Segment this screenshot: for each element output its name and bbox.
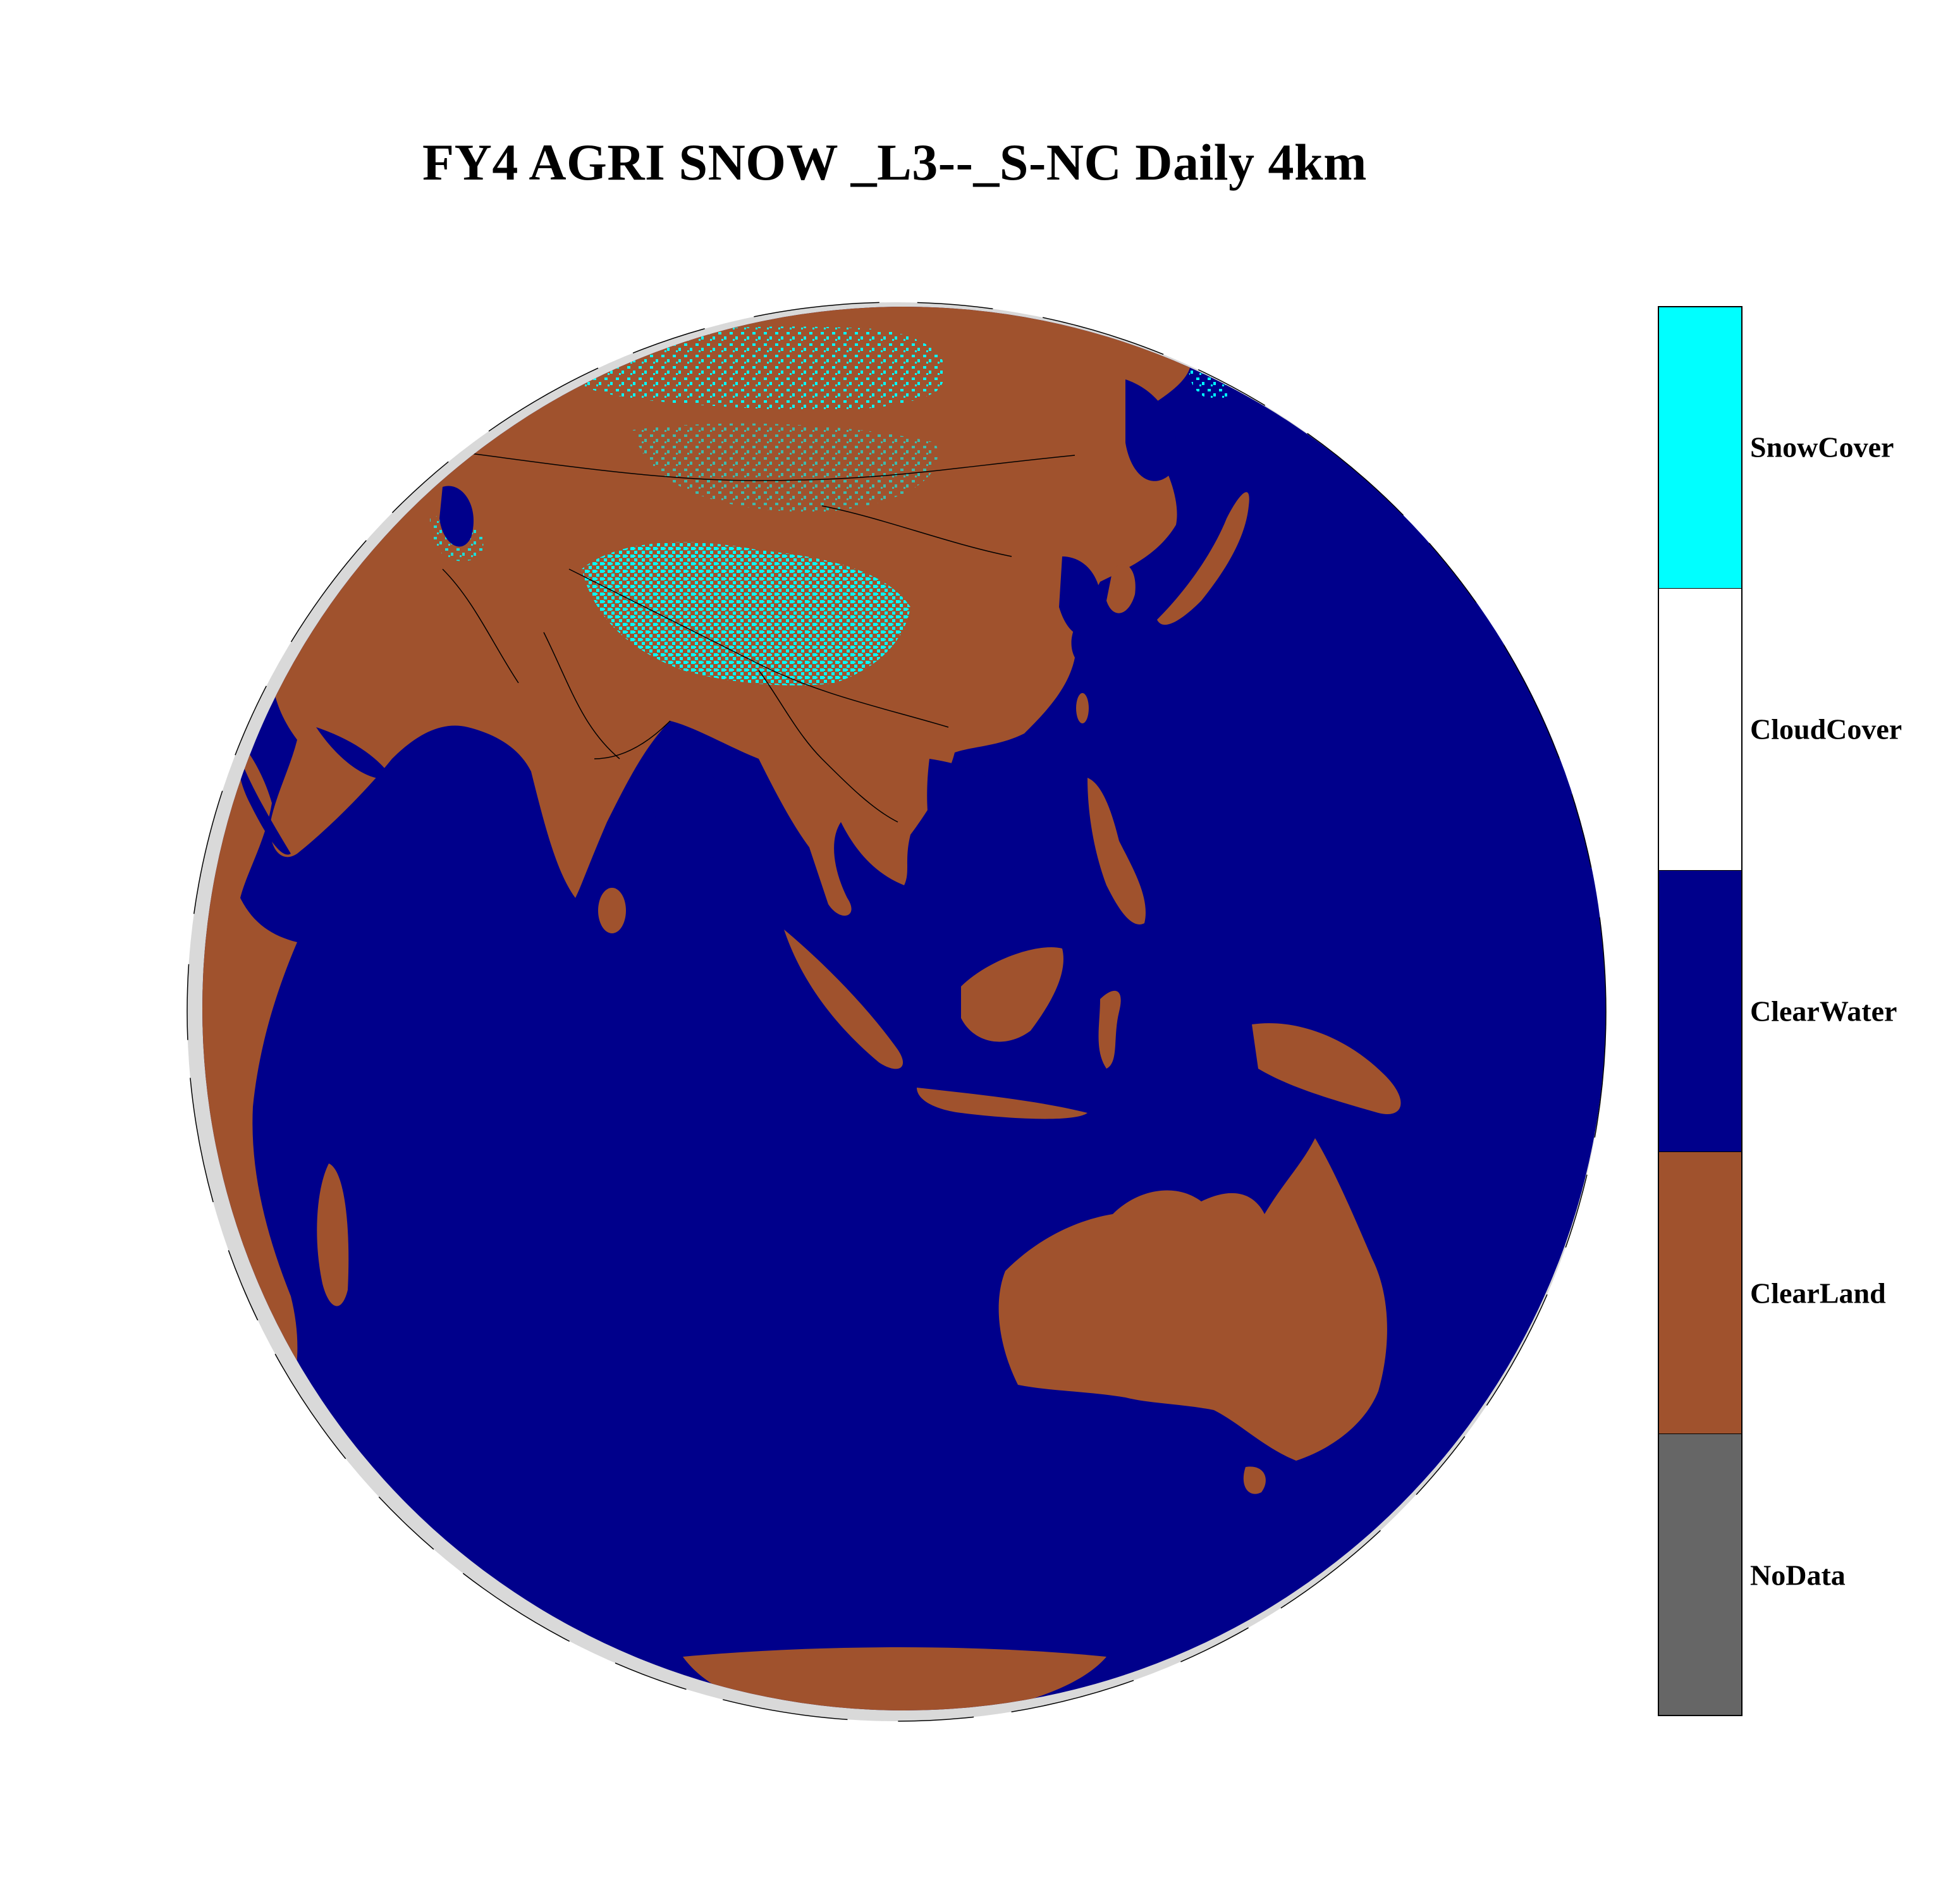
boundaries [379, 442, 1075, 823]
land-tasmania [1243, 1466, 1266, 1494]
legend-label-clearland: ClearLand [1750, 1277, 1886, 1310]
land-japan [1157, 492, 1249, 625]
legend-label-snowcover: SnowCover [1750, 431, 1894, 464]
water-south-china-sea [927, 759, 1037, 889]
limb-outline [187, 302, 1607, 1722]
water-yellow-sea [1059, 556, 1101, 635]
land-new-guinea [1252, 1023, 1401, 1114]
land-korea [1106, 564, 1136, 613]
snow-tibet [582, 542, 910, 685]
map-title: FY4 AGRI SNOW _L3--_S-NC Daily 4km [422, 133, 1367, 191]
legend-swatch-clearland [1659, 1152, 1741, 1434]
water-caspian [439, 486, 474, 547]
land-madagascar [317, 1163, 349, 1306]
snow-mongolia [632, 423, 938, 512]
legend-swatch-cloudcover [1659, 589, 1741, 871]
legend-colorbar [1658, 306, 1743, 1716]
legend-label-cloudcover: CloudCover [1750, 713, 1902, 746]
legend-label-clearwater: ClearWater [1750, 995, 1897, 1028]
land-australia [998, 1138, 1387, 1461]
legend-label-nodata: NoData [1750, 1559, 1846, 1592]
land-java [917, 1088, 1087, 1119]
land-sulawesi [1098, 990, 1121, 1069]
legend-swatch-clearwater [1659, 870, 1741, 1153]
legend-swatch-snowcover [1659, 307, 1741, 589]
water-persian-gulf [316, 727, 392, 779]
land-taiwan [1076, 693, 1089, 723]
water-sea-of-okhotsk [1125, 379, 1177, 481]
legend-swatch-nodata [1659, 1433, 1741, 1716]
land-sri-lanka [598, 888, 626, 933]
land-philippines [1087, 778, 1146, 924]
water-bay-of-bengal [648, 746, 752, 858]
land-borneo [961, 947, 1063, 1042]
land-sumatra [784, 930, 903, 1069]
land-antarctica [683, 1647, 1106, 1710]
